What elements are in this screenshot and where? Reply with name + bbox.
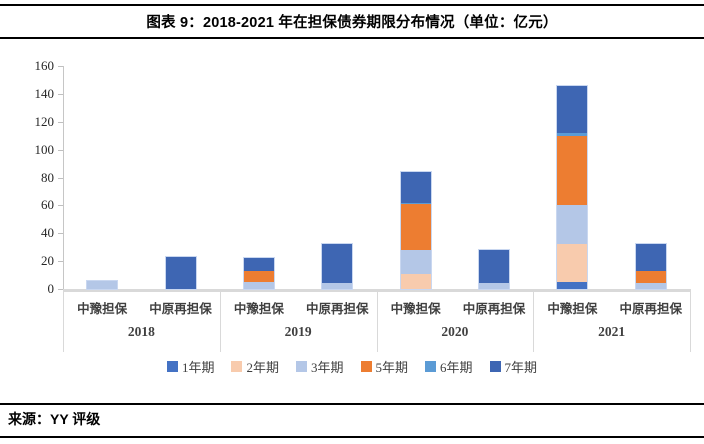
bar-segment bbox=[557, 244, 588, 283]
x-axis-group-label: 2019 bbox=[284, 324, 312, 339]
bar-segment bbox=[243, 282, 274, 289]
bar-segment bbox=[557, 135, 588, 206]
legend-swatch-icon bbox=[166, 360, 178, 372]
y-axis-tick-label: 0 bbox=[47, 281, 55, 296]
y-axis-tick-mark bbox=[58, 121, 63, 123]
x-axis-bar-label: 中豫担保 bbox=[547, 302, 598, 316]
stacked-bar bbox=[634, 243, 667, 290]
bar-segment bbox=[635, 283, 666, 289]
bar-segment bbox=[635, 244, 666, 271]
source-note: 来源：YY 评级 bbox=[8, 411, 101, 427]
group-separator bbox=[533, 289, 535, 352]
stacked-bar bbox=[86, 279, 119, 291]
bar-segment bbox=[87, 280, 118, 289]
x-axis-group-label: 2018 bbox=[127, 324, 155, 339]
y-axis-tick-mark bbox=[58, 289, 63, 290]
bar-segment bbox=[557, 132, 588, 136]
legend-label: 5年期 bbox=[375, 359, 409, 375]
bar-segment bbox=[243, 270, 274, 283]
bar-segment bbox=[400, 203, 431, 250]
legend-label: 1年期 bbox=[181, 359, 215, 375]
legend-swatch-icon bbox=[489, 360, 501, 372]
y-axis-tick-mark bbox=[58, 93, 63, 95]
bar-segment bbox=[557, 205, 588, 245]
legend-label: 2年期 bbox=[246, 359, 279, 375]
bar-segment bbox=[165, 256, 196, 289]
stacked-bar bbox=[242, 257, 275, 290]
y-axis-tick-mark bbox=[58, 66, 63, 67]
legend-label: 6年期 bbox=[440, 359, 473, 375]
stacked-bar bbox=[399, 170, 432, 290]
x-axis-bar-label: 中原再担保 bbox=[462, 302, 526, 316]
x-axis-bar-label: 中豫担保 bbox=[233, 302, 284, 316]
y-axis-tick-label: 60 bbox=[41, 197, 54, 213]
y-axis-tick-label: 160 bbox=[34, 58, 55, 73]
legend-label: 3年期 bbox=[310, 359, 344, 375]
legend-item: 3年期 bbox=[295, 357, 344, 376]
legend-swatch-icon bbox=[425, 360, 437, 372]
stacked-bar bbox=[321, 243, 354, 290]
x-axis-bar-label: 中豫担保 bbox=[390, 302, 441, 316]
y-axis-tick-label: 140 bbox=[34, 85, 55, 101]
legend-item: 1年期 bbox=[166, 357, 215, 376]
source-divider bbox=[0, 403, 704, 405]
bar-segment bbox=[322, 283, 353, 289]
top-divider bbox=[0, 4, 704, 6]
y-axis-tick-mark bbox=[58, 177, 63, 179]
legend-label: 7年期 bbox=[504, 359, 538, 375]
legend-item: 7年期 bbox=[489, 357, 538, 376]
bar-segment bbox=[400, 171, 431, 203]
legend-swatch-icon bbox=[231, 360, 243, 372]
group-separator bbox=[63, 289, 64, 352]
x-axis-group-label: 2020 bbox=[441, 324, 469, 339]
chart-legend: 1年期 2年期 3年期 5年期 6年期 7年期 bbox=[0, 356, 704, 376]
y-axis-tick-mark bbox=[58, 261, 63, 263]
stacked-bar bbox=[164, 255, 197, 290]
legend-swatch-icon bbox=[360, 360, 372, 372]
bar-segment bbox=[557, 85, 588, 133]
legend-swatch-icon bbox=[295, 360, 307, 372]
bar-segment bbox=[400, 202, 431, 204]
legend-item: 6年期 bbox=[425, 357, 473, 376]
bar-segment bbox=[400, 273, 431, 289]
bar-segment bbox=[557, 282, 588, 289]
x-axis-bar-label: 中原再担保 bbox=[619, 302, 683, 316]
bar-segment bbox=[635, 270, 666, 284]
bar-segment bbox=[479, 249, 510, 284]
legend-item: 2年期 bbox=[231, 357, 279, 376]
y-axis-tick-mark bbox=[58, 149, 63, 151]
y-axis-tick-label: 40 bbox=[41, 225, 54, 241]
y-axis-tick-mark bbox=[58, 205, 63, 207]
legend-item: 5年期 bbox=[360, 357, 409, 376]
group-separator bbox=[690, 289, 691, 352]
y-axis-line bbox=[63, 66, 64, 289]
y-axis-tick-label: 20 bbox=[41, 253, 54, 269]
x-axis-bar-label: 中豫担保 bbox=[77, 302, 128, 316]
y-axis-tick-label: 120 bbox=[34, 113, 55, 129]
bar-segment bbox=[243, 258, 274, 271]
bar-segment bbox=[322, 244, 353, 284]
stacked-bar bbox=[478, 248, 511, 290]
stacked-bar bbox=[556, 84, 589, 290]
x-axis-group-label: 2021 bbox=[598, 324, 626, 339]
bottom-divider bbox=[0, 436, 704, 438]
y-axis-tick-label: 100 bbox=[34, 141, 55, 157]
y-axis-tick-label: 80 bbox=[41, 169, 54, 185]
x-axis-bar-label: 中原再担保 bbox=[149, 302, 212, 316]
chart-title: 图表 9：2018-2021 年在担保债券期限分布情况（单位：亿元） bbox=[146, 15, 558, 31]
title-divider bbox=[0, 37, 704, 39]
group-separator bbox=[376, 289, 378, 352]
x-axis-bar-label: 中原再担保 bbox=[306, 302, 369, 316]
bar-segment bbox=[479, 283, 510, 289]
group-separator bbox=[219, 289, 221, 352]
y-axis-tick-mark bbox=[58, 233, 63, 235]
bar-segment bbox=[400, 249, 431, 274]
